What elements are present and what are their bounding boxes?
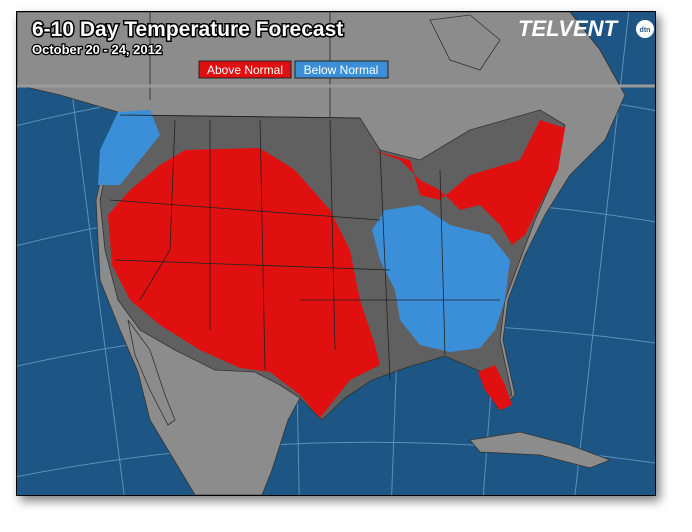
legend-label: Above Normal (207, 63, 283, 77)
legend-swatch (198, 60, 292, 79)
land (429, 14, 501, 71)
land (127, 319, 176, 426)
subtitle: October 20 - 24, 2012 (32, 42, 162, 57)
land (469, 431, 612, 469)
legend-label: Below Normal (304, 63, 379, 77)
logo: TELVENT (518, 16, 619, 41)
above-normal-florida (478, 365, 512, 410)
above-normal-west (108, 148, 380, 418)
legend-swatch (294, 60, 389, 79)
title: 6-10 Day Temperature Forecast (32, 18, 343, 41)
below-normal-northwest (98, 110, 160, 185)
below-normal-southeast (372, 205, 510, 352)
logo-badge-text: dtn (640, 27, 651, 34)
logo-badge (636, 20, 654, 38)
above-normal-northeast (370, 120, 565, 245)
